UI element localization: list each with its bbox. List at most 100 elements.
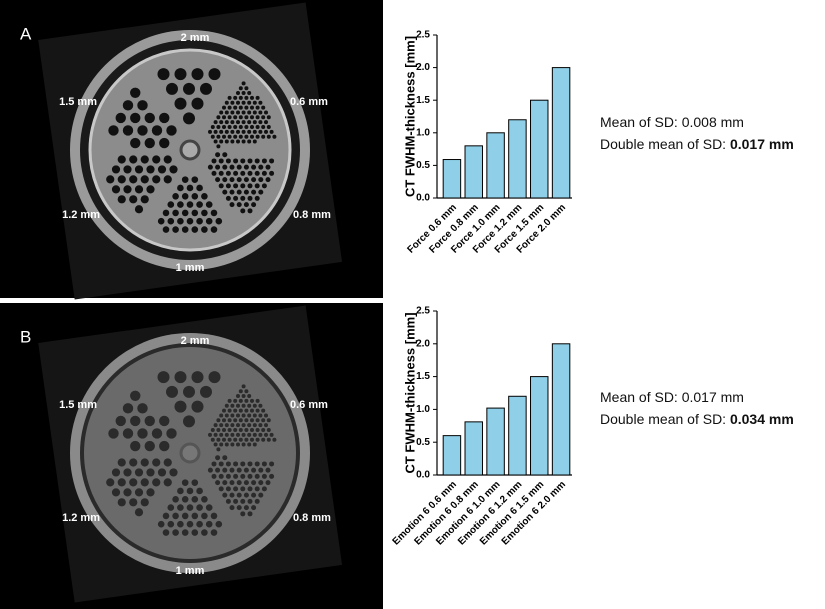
phantom-hole bbox=[233, 196, 238, 201]
phantom-hole bbox=[256, 409, 260, 413]
phantom-hole bbox=[256, 428, 260, 432]
phantom-hole bbox=[267, 135, 271, 139]
phantom-hole bbox=[211, 529, 218, 536]
phantom-hole bbox=[253, 404, 257, 408]
phantom-hole bbox=[236, 91, 240, 95]
phantom-hole bbox=[248, 171, 253, 176]
phantom-hole bbox=[242, 413, 246, 417]
stat-label: Mean of SD: bbox=[600, 114, 678, 130]
phantom-hole bbox=[163, 226, 170, 233]
phantom-hole bbox=[200, 386, 212, 398]
hole-size-label: 1.5 mm bbox=[59, 96, 97, 108]
phantom-hole bbox=[216, 428, 220, 432]
bar bbox=[487, 408, 504, 475]
phantom-hole bbox=[251, 177, 256, 182]
phantom-hole bbox=[253, 423, 257, 427]
phantom-hole bbox=[123, 488, 131, 496]
phantom-hole bbox=[233, 409, 237, 413]
phantom-hole bbox=[228, 428, 232, 432]
phantom-hole bbox=[118, 458, 126, 466]
phantom-hole bbox=[250, 418, 254, 422]
phantom-hole bbox=[159, 138, 169, 148]
phantom-hole bbox=[242, 120, 246, 124]
phantom-hole bbox=[237, 468, 242, 473]
phantom-hole bbox=[261, 418, 265, 422]
phantom-hole bbox=[244, 409, 248, 413]
phantom-hole bbox=[253, 110, 257, 114]
phantom-hole bbox=[230, 404, 234, 408]
phantom-hole bbox=[225, 110, 229, 114]
phantom-hole bbox=[146, 165, 154, 173]
phantom-hole bbox=[222, 418, 226, 422]
phantom-hole bbox=[192, 496, 199, 503]
phantom-hole bbox=[250, 409, 254, 413]
phantom-hole bbox=[256, 115, 260, 119]
phantom-hole bbox=[216, 438, 220, 442]
phantom-hole bbox=[152, 428, 162, 438]
phantom-hole bbox=[222, 106, 226, 110]
phantom-hole bbox=[116, 113, 126, 123]
phantom-hole bbox=[208, 130, 212, 134]
phantom-hole bbox=[258, 480, 263, 485]
phantom-hole bbox=[244, 115, 248, 119]
phantom-hole bbox=[240, 474, 245, 479]
phantom-hole bbox=[108, 125, 118, 135]
phantom-hole bbox=[230, 165, 235, 170]
phantom-hole bbox=[183, 112, 195, 124]
phantom-hole bbox=[192, 529, 199, 536]
phantom-hole bbox=[129, 195, 137, 203]
phantom-hole bbox=[247, 91, 251, 95]
y-tick-label: 2.5 bbox=[416, 306, 430, 317]
phantom-hole bbox=[242, 384, 246, 388]
bar bbox=[465, 422, 482, 475]
phantom-hole bbox=[215, 480, 220, 485]
phantom-hole bbox=[262, 461, 267, 466]
phantom-hole bbox=[270, 433, 274, 437]
phantom-hole bbox=[211, 513, 218, 520]
phantom-hole bbox=[192, 513, 199, 520]
phantom-hole bbox=[141, 458, 149, 466]
phantom-hole bbox=[248, 474, 253, 479]
phantom-hole bbox=[219, 474, 224, 479]
y-axis-label: CT FWHM-thickness [mm] bbox=[402, 36, 417, 197]
phantom-hole bbox=[196, 218, 203, 225]
phantom-hole bbox=[164, 155, 172, 163]
phantom-hole bbox=[233, 158, 238, 163]
phantom-hole bbox=[228, 115, 232, 119]
phantom-hole bbox=[222, 177, 227, 182]
phantom-hole bbox=[258, 120, 262, 124]
phantom-hole bbox=[163, 529, 170, 536]
phantom-hole bbox=[152, 155, 160, 163]
phantom-hole bbox=[214, 423, 218, 427]
phantom-hole bbox=[247, 110, 251, 114]
phantom-hole bbox=[187, 185, 194, 192]
y-tick-label: 0.5 bbox=[416, 437, 430, 448]
phantom-hole bbox=[222, 428, 226, 432]
phantom-hole bbox=[261, 428, 265, 432]
phantom-hole bbox=[240, 183, 245, 188]
phantom-hole bbox=[256, 106, 260, 110]
phantom-hole bbox=[187, 521, 194, 528]
phantom-hole bbox=[230, 480, 235, 485]
phantom-hole bbox=[112, 468, 120, 476]
phantom-hole bbox=[196, 488, 203, 495]
phantom-hole bbox=[118, 498, 126, 506]
phantom-hole bbox=[240, 511, 245, 516]
phantom-hole bbox=[168, 521, 175, 528]
phantom-hole bbox=[129, 478, 137, 486]
phantom-hole bbox=[230, 423, 234, 427]
phantom-hole bbox=[192, 479, 199, 486]
phantom-hole bbox=[225, 120, 229, 124]
phantom-hole bbox=[230, 505, 235, 510]
phantom-hole bbox=[256, 399, 260, 403]
phantom-hole bbox=[248, 461, 253, 466]
phantom-hole bbox=[216, 521, 223, 528]
phantom-hole bbox=[219, 110, 223, 114]
phantom-hole bbox=[244, 389, 248, 393]
phantom-hole bbox=[242, 81, 246, 85]
phantom-hole bbox=[228, 96, 232, 100]
phantom-hole bbox=[135, 468, 143, 476]
phantom-hole bbox=[214, 130, 218, 134]
phantom-hole bbox=[236, 394, 240, 398]
phantom-hole bbox=[242, 423, 246, 427]
